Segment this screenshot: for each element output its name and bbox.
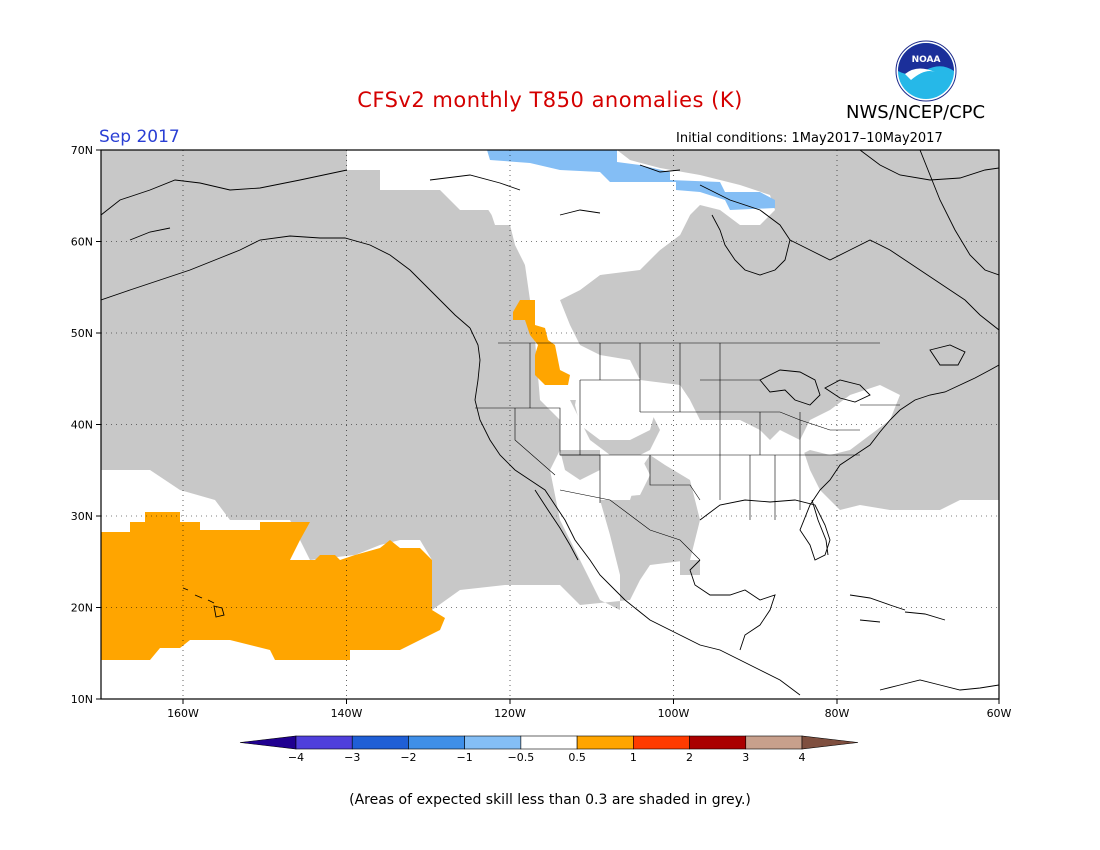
chart-title: CFSv2 monthly T850 anomalies (K): [357, 88, 743, 112]
lat-label: 30N: [71, 510, 93, 523]
colorbar-segment: [239, 735, 297, 750]
colorbar-label: 3: [742, 751, 749, 764]
initial-conditions: Initial conditions: 1May2017–10May2017: [676, 131, 943, 146]
coastlines: [101, 150, 999, 696]
lat-label: 50N: [71, 327, 93, 340]
agency-label: NWS/NCEP/CPC: [846, 102, 986, 123]
colorbar-label: 4: [799, 751, 806, 764]
axis-ticks: [96, 149, 1000, 704]
colorbar-segment: [689, 735, 747, 750]
colorbar-label: −2: [400, 751, 416, 764]
colorbar-segment: [633, 735, 690, 750]
lon-label: 80W: [825, 707, 850, 720]
colorbar-label: −4: [288, 751, 304, 764]
colorbar-segment: [576, 735, 634, 750]
lat-label: 60N: [71, 236, 93, 249]
skill-footnote: (Areas of expected skill less than 0.3 a…: [349, 792, 751, 808]
negative-anomaly-region: [487, 150, 775, 210]
neutral-region: [380, 165, 900, 498]
colorbar-segment: [801, 735, 859, 750]
colorbar-segment: [745, 735, 803, 750]
logo-text: NOAA: [912, 55, 941, 65]
political-borders: [475, 342, 900, 561]
colorbar-segment: [520, 735, 578, 750]
colorbar-segment: [295, 735, 353, 750]
colorbar-label: −0.5: [508, 751, 535, 764]
colorbar-segment: [408, 735, 465, 750]
colorbar-label: 2: [686, 751, 693, 764]
colorbar-label: 1: [630, 751, 637, 764]
lat-label: 40N: [71, 419, 93, 432]
colorbar-label: −3: [344, 751, 360, 764]
colorbar-segment: [464, 735, 522, 750]
noaa-logo: NOAA: [895, 40, 957, 102]
lon-label: 100W: [658, 707, 690, 720]
lat-label: 70N: [71, 144, 93, 157]
forecast-month: Sep 2017: [99, 127, 180, 147]
colorbar-label: −1: [457, 751, 473, 764]
lon-label: 160W: [167, 707, 199, 720]
colorbar-segment: [351, 735, 409, 750]
lon-label: 140W: [331, 707, 363, 720]
lat-label: 10N: [71, 693, 93, 706]
lon-label: 60W: [987, 707, 1012, 720]
lat-label: 20N: [71, 602, 93, 615]
lon-label: 120W: [494, 707, 526, 720]
positive-anomaly-region: [101, 300, 570, 660]
colorbar-label: 0.5: [568, 751, 586, 764]
